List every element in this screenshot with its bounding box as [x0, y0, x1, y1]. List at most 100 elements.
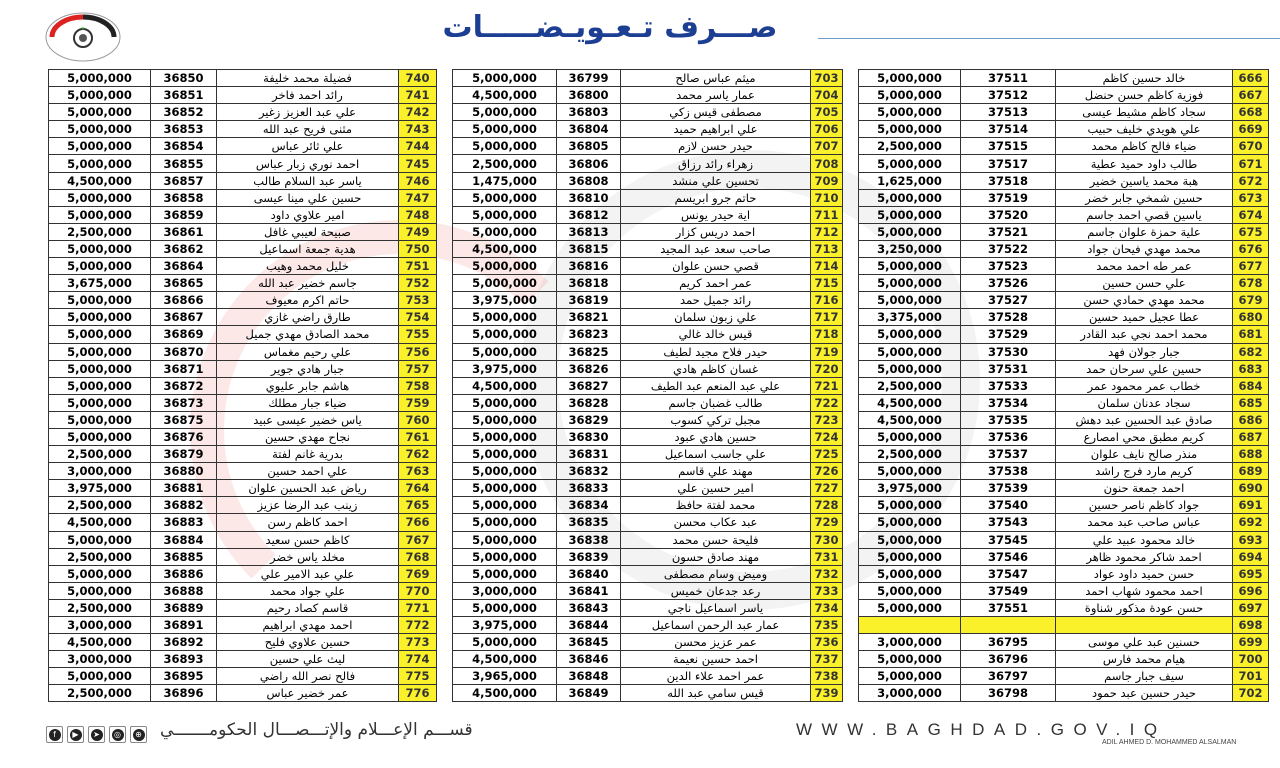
serial-number-cell: 762	[398, 445, 437, 464]
id-cell: 36832	[556, 462, 621, 481]
table-row: 5,000,000 37514 علي هويدي خليف حبيب 669	[858, 120, 1269, 139]
id-cell: 37531	[960, 359, 1056, 378]
amount-cell: 1,625,000	[858, 171, 961, 190]
amount-cell: 5,000,000	[858, 598, 961, 618]
name-cell: علي ثائر عباس	[216, 137, 399, 156]
table-row: 4,500,000 36849 قيس سامي عبد الله 739	[452, 684, 843, 703]
id-cell: 37518	[960, 171, 1056, 190]
social-icons: f ▶ ➤ ◎ ⊕	[46, 726, 147, 743]
id-cell: 36896	[150, 684, 217, 703]
id-cell: 36838	[556, 530, 621, 549]
table-row: 2,500,000 36861 صبيحة لعيبي غافل 749	[48, 222, 437, 241]
table-row: 5,000,000 36869 محمد الصادق مهدي جميل 755	[48, 325, 437, 344]
id-cell: 36882	[150, 496, 217, 515]
amount-cell: 4,500,000	[48, 633, 151, 652]
amount-cell: 5,000,000	[48, 427, 151, 447]
amount-cell: 3,975,000	[858, 479, 961, 498]
table-row: 5,000,000 36875 ياس خضير عيسى عبيد 760	[48, 410, 437, 429]
name-cell: فليحة حسن محمد	[620, 530, 811, 549]
table-row: 5,000,000 36895 فالح نصر الله راضي 775	[48, 667, 437, 686]
serial-number-cell: 720	[810, 359, 843, 378]
id-cell: 36806	[556, 154, 621, 173]
name-cell: ياسر اسماعيل ناجي	[620, 598, 811, 618]
id-cell: 37530	[960, 342, 1056, 361]
amount-cell: 5,000,000	[452, 120, 557, 139]
id-cell: 36815	[556, 239, 621, 259]
name-cell: تحسين علي منشد	[620, 171, 811, 190]
id-cell: 37538	[960, 462, 1056, 481]
serial-number-cell: 755	[398, 325, 437, 344]
id-cell: 37512	[960, 86, 1056, 105]
name-cell: حاتم اكرم معيوف	[216, 291, 399, 310]
table-row: 5,000,000 36831 علي جاسب اسماعيل 725	[452, 445, 843, 464]
table-row: 5,000,000 36850 فضيلة محمد خليفة 740	[48, 68, 437, 88]
table-row: 2,500,000 36889 قاسم كصاد رحيم 771	[48, 598, 437, 618]
name-cell: طالب داود حميد عطية	[1055, 154, 1233, 173]
amount-cell: 1,475,000	[452, 171, 557, 190]
amount-cell: 3,975,000	[452, 359, 557, 378]
amount-cell: 4,500,000	[858, 393, 961, 412]
amount-cell: 5,000,000	[452, 427, 557, 447]
amount-cell: 5,000,000	[48, 308, 151, 327]
id-cell: 36830	[556, 427, 621, 447]
name-cell: مهند صادق حسون	[620, 547, 811, 566]
serial-number-cell: 696	[1232, 581, 1269, 600]
amount-cell: 5,000,000	[48, 410, 151, 429]
id-cell: 36840	[556, 564, 621, 583]
serial-number-cell: 678	[1232, 274, 1269, 293]
serial-number-cell: 666	[1232, 68, 1269, 88]
serial-number-cell: 714	[810, 257, 843, 276]
serial-number-cell: 706	[810, 120, 843, 139]
name-cell: علي ابراهيم حميد	[620, 120, 811, 139]
id-cell: 37539	[960, 479, 1056, 498]
name-cell: كريم مارد فرج راشد	[1055, 462, 1233, 481]
name-cell: حسين شمخي جابر خضر	[1055, 188, 1233, 207]
amount-cell: 5,000,000	[452, 342, 557, 361]
name-cell: عطا عجيل حميد حسين	[1055, 308, 1233, 327]
website-link[interactable]: WWW.BAGHDAD.GOV.IQ	[796, 720, 1167, 739]
instagram-icon[interactable]: ◎	[109, 726, 126, 743]
name-cell: حسن عودة مذكور شناوة	[1055, 598, 1233, 618]
id-cell: 36800	[556, 86, 621, 105]
serial-number-cell: 707	[810, 137, 843, 156]
amount-cell: 5,000,000	[858, 427, 961, 447]
id-cell: 37522	[960, 239, 1056, 259]
table-row: 5,000,000 37529 محمد احمد نجي عبد القادر 68…	[858, 325, 1269, 344]
id-cell: 36858	[150, 188, 217, 207]
name-cell: هيام محمد فارس	[1055, 650, 1233, 669]
id-cell: 36849	[556, 684, 621, 703]
serial-number-cell: 712	[810, 222, 843, 241]
id-cell: 36859	[150, 205, 217, 224]
designer-credit: ADIL AHMED D. MOHAMMED ALSALMAN	[1102, 739, 1237, 746]
amount-cell: 5,000,000	[452, 222, 557, 241]
name-cell: طارق راضي غازي	[216, 308, 399, 327]
table-row: 5,000,000 37551 حسن عودة مذكور شناوة 697	[858, 598, 1269, 618]
amount-cell: 2,500,000	[858, 376, 961, 395]
amount-cell: 5,000,000	[48, 86, 151, 105]
globe-icon[interactable]: ⊕	[130, 726, 147, 743]
table-row: 5,000,000 36797 سيف جبار جاسم 701	[858, 667, 1269, 686]
table-row: 5,000,000 37517 طالب داود حميد عطية 671	[858, 154, 1269, 173]
serial-number-cell: 701	[1232, 667, 1269, 686]
amount-cell: 5,000,000	[452, 513, 557, 532]
amount-cell: 5,000,000	[858, 120, 961, 139]
serial-number-cell: 688	[1232, 445, 1269, 464]
table-row: 5,000,000 37531 حسين علي سرحان حمد 683	[858, 359, 1269, 378]
serial-number-cell: 699	[1232, 633, 1269, 652]
name-cell: علي رحيم مغماس	[216, 342, 399, 361]
amount-cell: 5,000,000	[48, 205, 151, 224]
name-cell: هدية جمعة اسماعيل	[216, 239, 399, 259]
youtube-icon[interactable]: ▶	[67, 726, 84, 743]
id-cell: 37521	[960, 222, 1056, 241]
name-cell: علي حسن حسين	[1055, 274, 1233, 293]
id-cell: 36843	[556, 598, 621, 618]
amount-cell: 5,000,000	[858, 257, 961, 276]
name-cell: جواد كاظم ناصر حسين	[1055, 496, 1233, 515]
facebook-icon[interactable]: f	[46, 726, 63, 743]
id-cell: 36855	[150, 154, 217, 173]
amount-cell: 5,000,000	[858, 462, 961, 481]
name-cell: خالد حسين كاظم	[1055, 68, 1233, 88]
telegram-icon[interactable]: ➤	[88, 726, 105, 743]
id-cell: 36861	[150, 222, 217, 241]
amount-cell: 3,250,000	[858, 239, 961, 259]
